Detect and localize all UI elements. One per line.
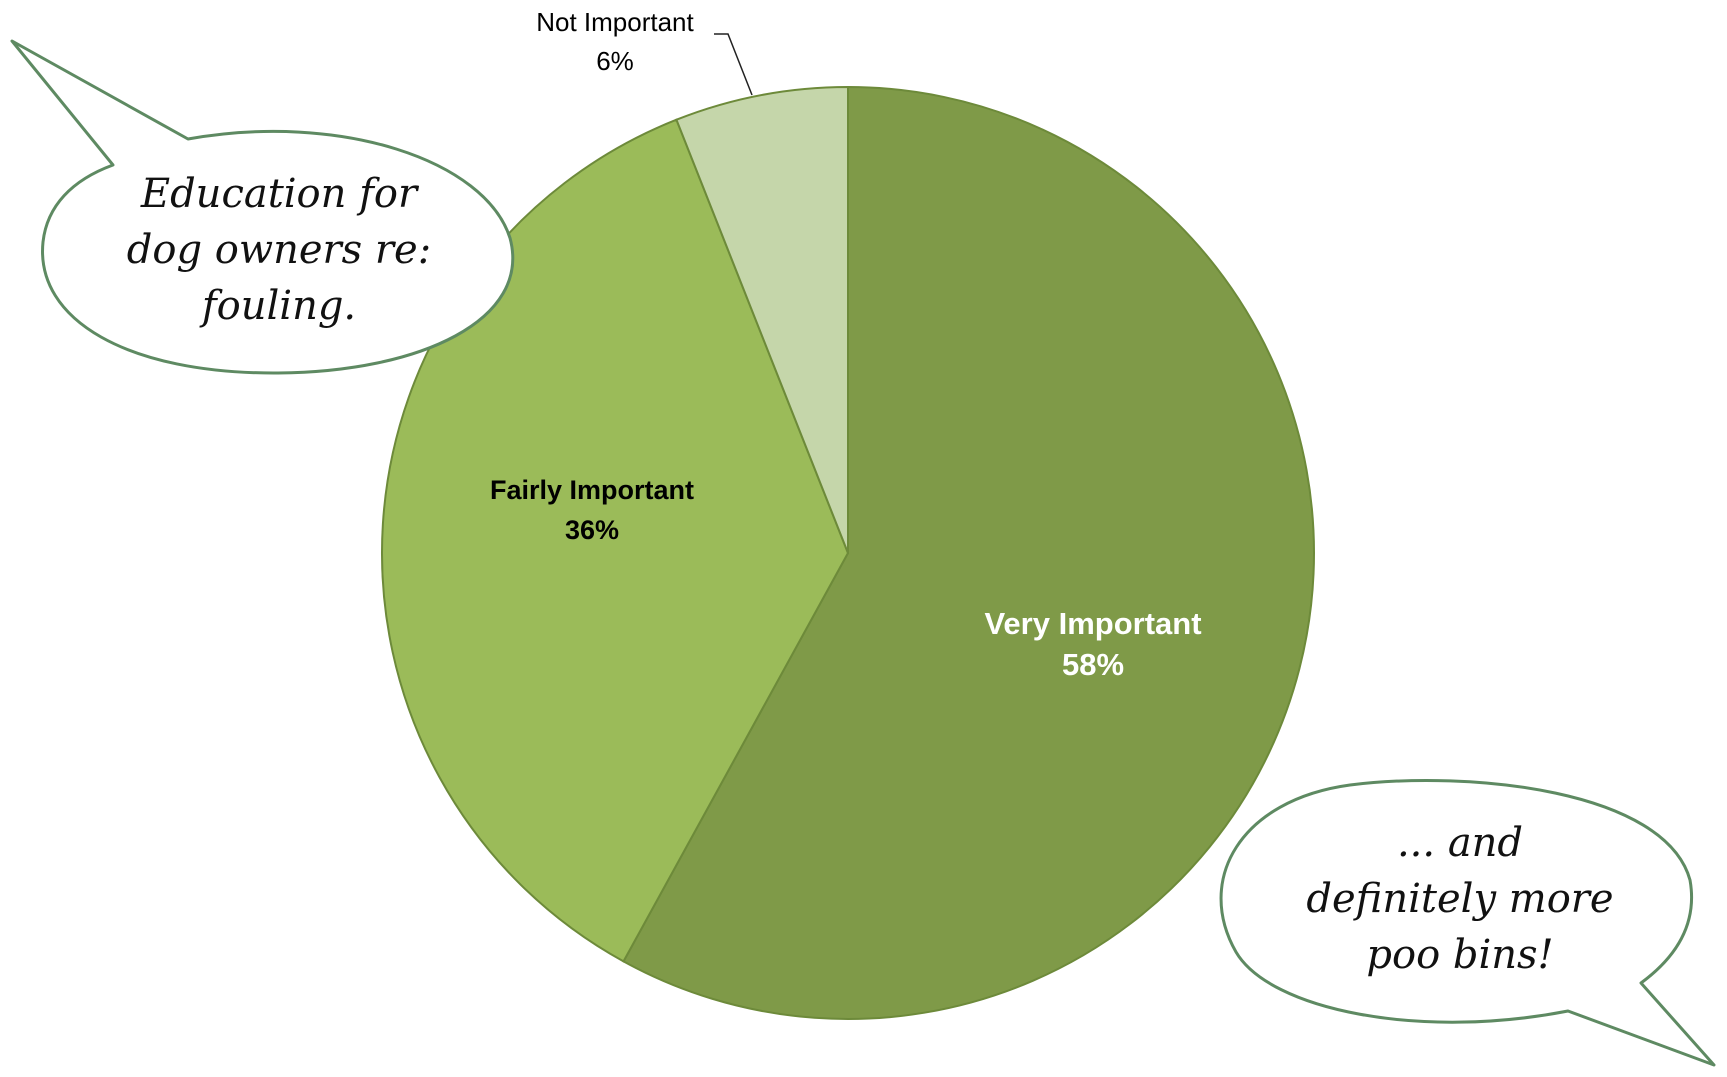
label-fairly-important: Fairly Important — [490, 475, 694, 505]
not-important-leader-line — [714, 33, 753, 96]
value-very-important: 58% — [1062, 647, 1124, 682]
label-very-important: Very Important — [984, 606, 1201, 641]
left-bubble-shape — [10, 39, 515, 375]
slice-very-important — [622, 85, 1315, 1020]
right-bubble-line-1: ... and — [1397, 820, 1523, 866]
left-bubble-line-2: dog owners re: — [127, 227, 431, 273]
right-bubble-line-2: definitely more — [1306, 876, 1613, 922]
left-speech-bubble: Education for dog owners re: fouling. — [10, 39, 515, 375]
label-not-important: Not Important — [536, 7, 694, 37]
right-bubble-shape — [1219, 778, 1716, 1067]
value-not-important: 6% — [596, 46, 634, 76]
slice-fairly-important — [380, 118, 850, 963]
pie-slices — [380, 85, 1315, 1020]
value-fairly-important: 36% — [565, 515, 619, 545]
slice-labels: Very Important 58% Fairly Important 36% … — [490, 7, 1202, 682]
slice-not-important — [675, 85, 849, 554]
left-bubble-line-3: fouling. — [199, 283, 356, 329]
left-bubble-line-1: Education for — [140, 171, 420, 217]
right-speech-bubble: ... and definitely more poo bins! — [1219, 778, 1716, 1067]
right-bubble-line-3: poo bins! — [1366, 932, 1553, 978]
